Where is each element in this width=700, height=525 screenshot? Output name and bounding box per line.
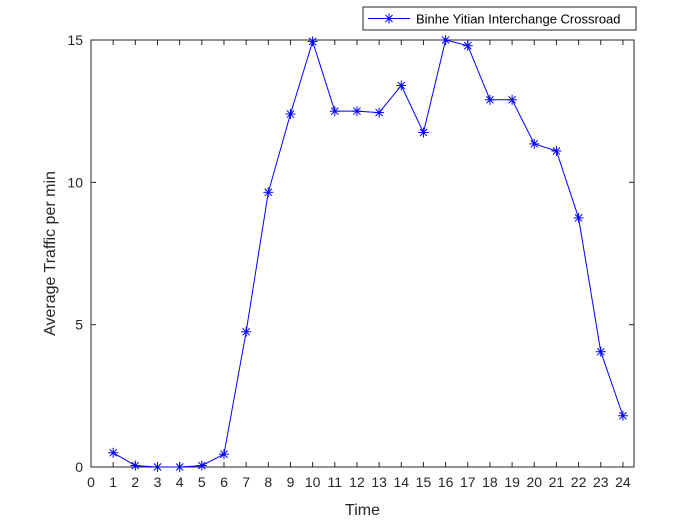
data-point <box>152 462 163 472</box>
series-layer <box>108 35 628 472</box>
x-tick-label: 4 <box>176 474 184 490</box>
x-tick-labels: 0 1 2 3 4 5 6 7 8 9 10 11 12 13 14 15 16 17 18 19 20 21 22 23 24 <box>87 474 631 490</box>
x-tick-label: 6 <box>220 474 228 490</box>
x-tick-label: 15 <box>416 474 432 490</box>
y-tick-labels: 0 5 10 15 <box>67 32 83 475</box>
x-tick-label: 5 <box>198 474 206 490</box>
x-tick-label: 9 <box>287 474 295 490</box>
legend: Binhe Yitian Interchange Crossroad <box>362 6 637 31</box>
x-tick-label: 18 <box>482 474 498 490</box>
data-point <box>462 40 473 51</box>
data-point <box>130 460 141 471</box>
x-tick-label: 2 <box>131 474 139 490</box>
x-tick-label: 17 <box>460 474 476 490</box>
x-tick-label: 23 <box>593 474 609 490</box>
data-point <box>285 109 296 120</box>
data-point <box>529 138 540 149</box>
data-point <box>484 94 495 105</box>
data-point <box>241 326 252 337</box>
data-point <box>507 94 518 105</box>
y-axis-label: Average Traffic per min <box>42 171 59 336</box>
x-axis-label: Time <box>345 502 380 519</box>
data-point <box>307 36 318 47</box>
x-tick-label: 11 <box>328 474 343 490</box>
x-tick-label: 16 <box>438 474 454 490</box>
data-point <box>108 447 119 458</box>
plot-area <box>90 39 635 468</box>
data-point <box>551 146 562 157</box>
x-tick-label: 1 <box>109 474 117 490</box>
legend-entry-label: Binhe Yitian Interchange Crossroad <box>416 12 621 27</box>
data-point <box>351 106 362 117</box>
data-point <box>374 107 385 118</box>
y-tick-label: 15 <box>67 32 83 48</box>
data-point <box>174 462 185 472</box>
x-tick-label: 3 <box>154 474 162 490</box>
x-tick-label: 7 <box>242 474 250 490</box>
legend-marker <box>384 13 394 24</box>
data-point <box>263 187 274 198</box>
data-point <box>595 346 606 357</box>
data-point <box>573 212 584 223</box>
x-tick-label: 10 <box>305 474 321 490</box>
data-point <box>440 35 451 45</box>
y-tick-label: 0 <box>75 459 83 475</box>
data-point <box>196 460 207 471</box>
x-tick-label: 21 <box>549 474 565 490</box>
legend-box <box>362 6 637 31</box>
x-tick-label: 14 <box>393 474 409 490</box>
data-point <box>418 127 429 138</box>
data-point <box>218 449 229 460</box>
x-tick-label: 12 <box>349 474 365 490</box>
data-point <box>617 410 628 421</box>
y-tick-label: 5 <box>75 317 83 333</box>
data-point <box>329 106 340 117</box>
data-point <box>396 80 407 91</box>
y-tick-label: 10 <box>67 174 83 190</box>
x-tick-label: 19 <box>504 474 520 490</box>
x-tick-label: 13 <box>371 474 387 490</box>
x-tick-label: 22 <box>571 474 587 490</box>
legend-marker-asterisk <box>384 13 394 24</box>
x-tick-label: 24 <box>615 474 631 490</box>
x-tick-label: 20 <box>526 474 542 490</box>
x-tick-label: 8 <box>264 474 272 490</box>
x-tick-label: 0 <box>87 474 95 490</box>
